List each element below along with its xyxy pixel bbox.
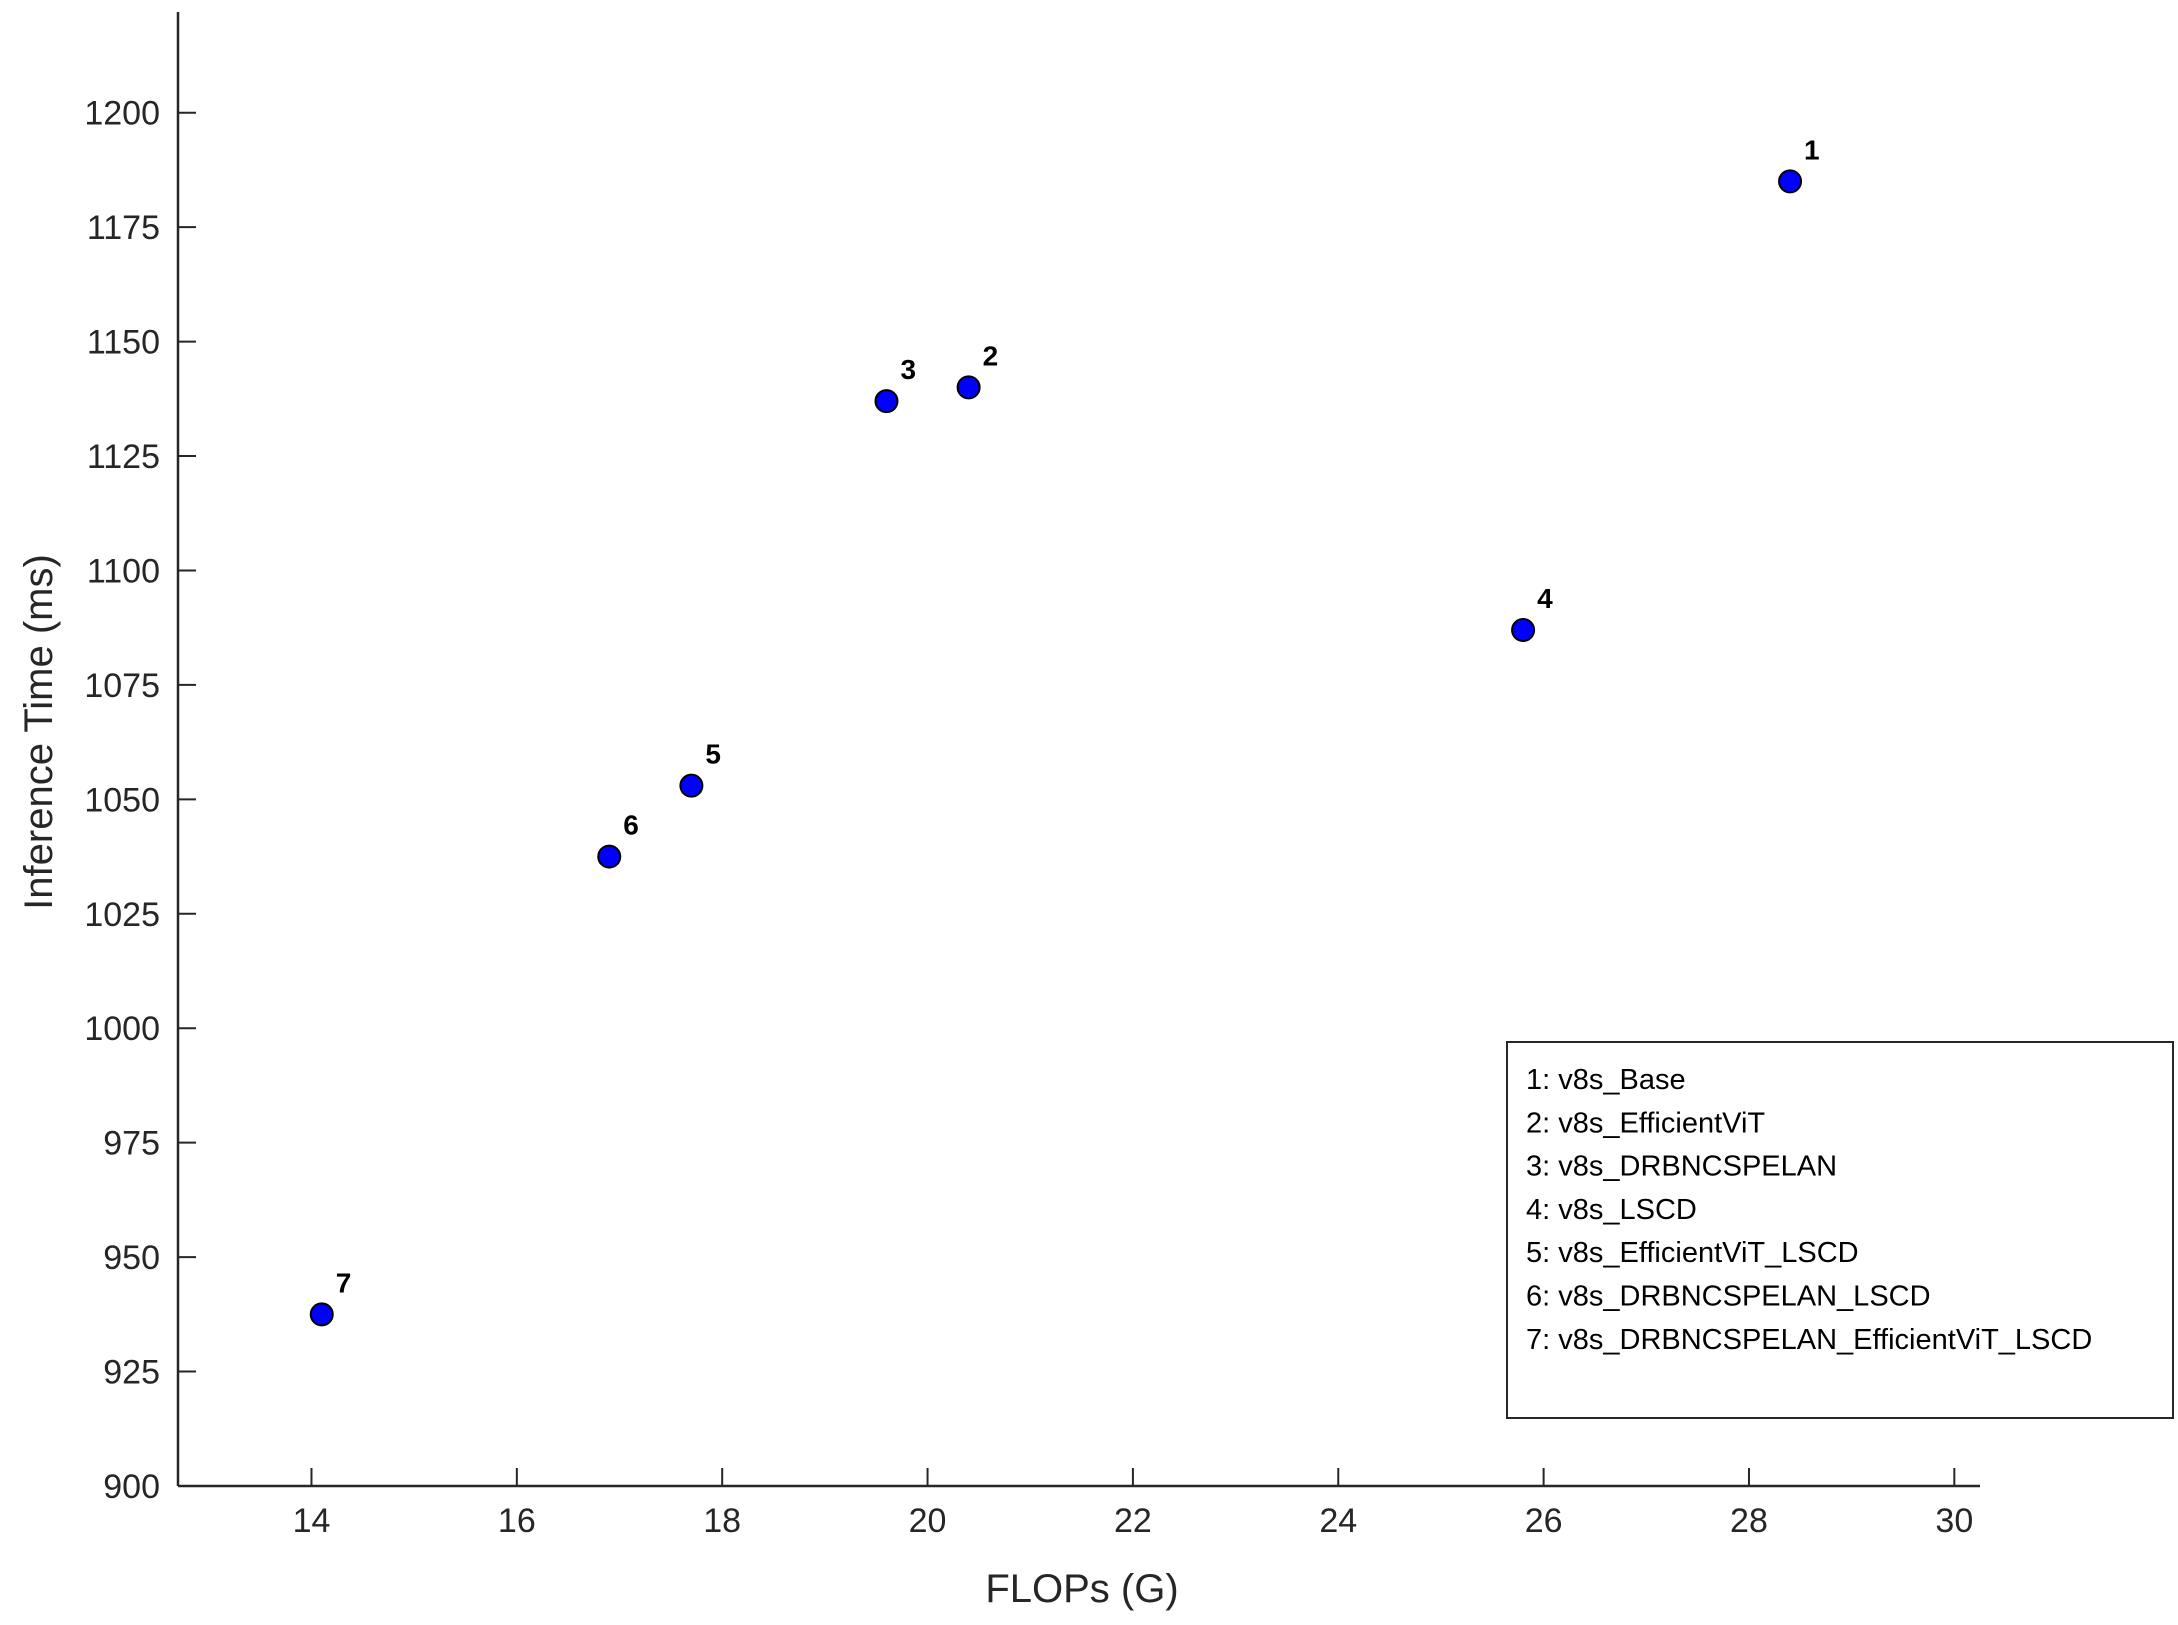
data-point [597, 844, 622, 869]
data-point [1778, 169, 1803, 194]
y-tick-label: 925 [103, 1354, 160, 1392]
legend-box [1506, 1041, 2174, 1419]
legend-entry: 5: v8s_EfficientViT_LSCD [1526, 1237, 1859, 1269]
data-point [1511, 617, 1536, 642]
point-label: 5 [705, 739, 721, 770]
y-ticks: 900 925 950 975 1000 1025 1050 1075 1100 1125 1150… [84, 95, 196, 1506]
x-tick-label: 26 [1525, 1502, 1563, 1540]
legend-entry: 6: v8s_DRBNCSPELAN_LSCD [1526, 1281, 1931, 1313]
x-tick-label: 14 [293, 1502, 331, 1540]
x-tick-label: 28 [1730, 1502, 1768, 1540]
legend-entry: 3: v8s_DRBNCSPELAN [1526, 1151, 1837, 1183]
y-tick-label: 1000 [84, 1010, 160, 1048]
data-point [309, 1302, 334, 1327]
y-tick-label: 1200 [84, 95, 160, 133]
legend-entry: 2: v8s_EfficientViT [1526, 1107, 1765, 1139]
data-point [874, 389, 899, 414]
y-tick-label: 1125 [87, 438, 160, 476]
y-tick-label: 1100 [87, 552, 160, 590]
x-tick-label: 30 [1935, 1502, 1973, 1540]
legend-entry: 7: v8s_DRBNCSPELAN_EfficientViT_LSCD [1526, 1324, 2092, 1356]
x-tick-label: 16 [498, 1502, 536, 1540]
y-tick-label: 900 [103, 1468, 160, 1506]
data-point [679, 773, 704, 798]
y-axis-label: Inference Time (ms) [17, 554, 61, 910]
x-tick-label: 20 [909, 1502, 947, 1540]
y-tick-label: 975 [103, 1125, 160, 1163]
data-points: 1 2 3 4 5 6 7 [309, 134, 1820, 1327]
x-tick-label: 24 [1319, 1502, 1357, 1540]
x-ticks: 14 16 18 20 22 24 26 28 30 [293, 1468, 1973, 1540]
point-label: 3 [900, 354, 916, 385]
y-tick-label: 1025 [84, 896, 160, 934]
legend-entry: 1: v8s_Base [1526, 1064, 1686, 1096]
y-tick-label: 1075 [84, 667, 160, 705]
legend: 1: v8s_Base 2: v8s_EfficientViT 3: v8s_DRB… [1506, 1041, 2174, 1419]
y-tick-label: 1175 [87, 209, 160, 247]
axes [176, 12, 1980, 1488]
point-label: 2 [983, 340, 999, 371]
x-axis-label: FLOPs (G) [985, 1567, 1178, 1611]
point-label: 1 [1804, 134, 1820, 165]
y-tick-label: 1050 [84, 781, 160, 819]
point-label: 4 [1537, 583, 1553, 614]
point-label: 7 [336, 1267, 352, 1298]
data-point [956, 375, 981, 400]
y-tick-label: 1150 [87, 324, 160, 362]
y-tick-label: 950 [103, 1239, 160, 1277]
x-tick-label: 18 [703, 1502, 741, 1540]
point-label: 6 [623, 810, 639, 841]
x-tick-label: 22 [1114, 1502, 1152, 1540]
legend-entry: 4: v8s_LSCD [1526, 1194, 1697, 1226]
